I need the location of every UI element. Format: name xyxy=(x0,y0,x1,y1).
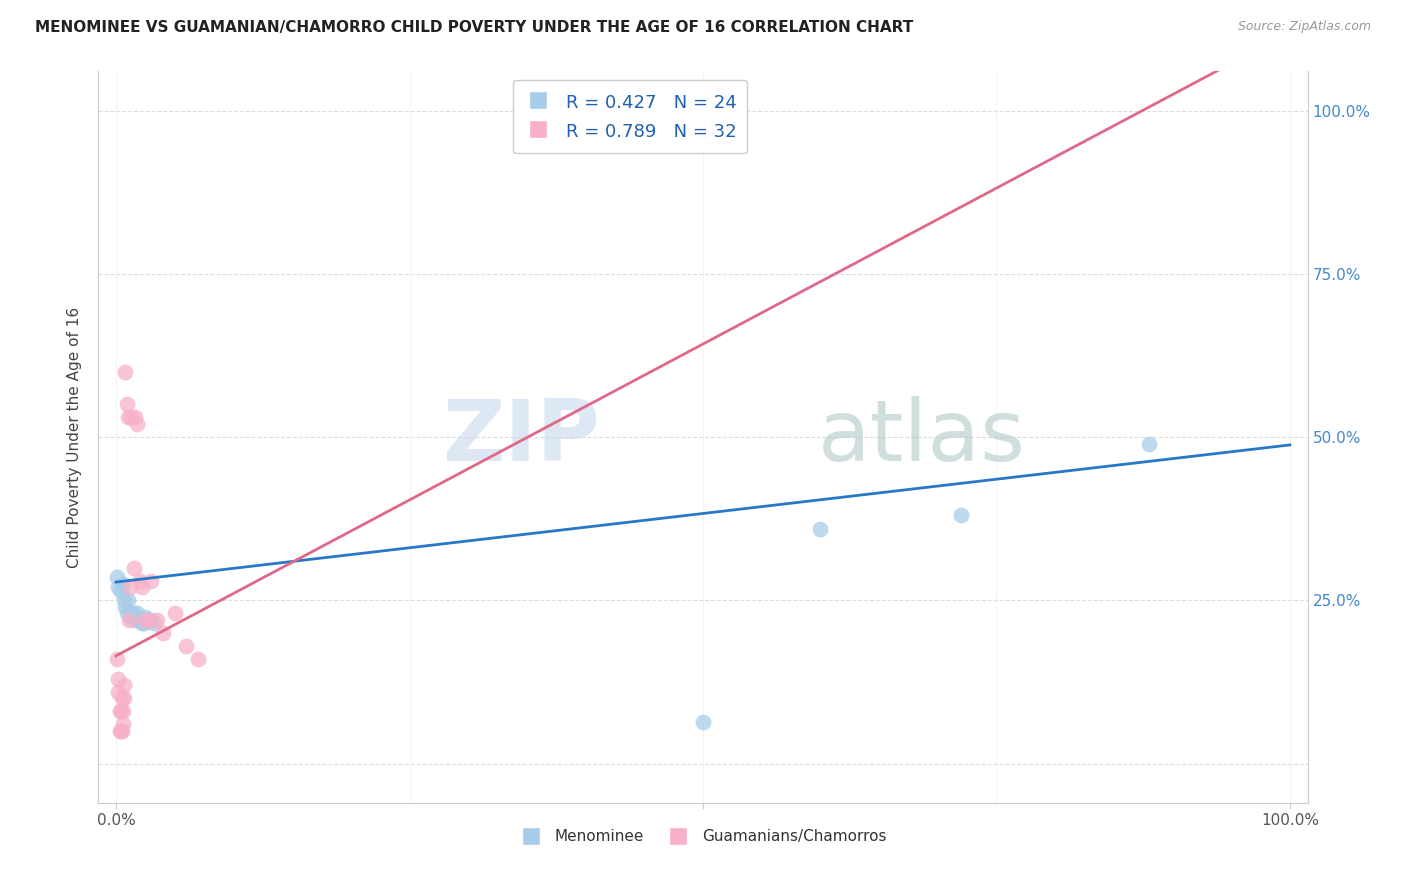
Point xyxy=(107,580,129,594)
Point xyxy=(120,607,142,621)
Point xyxy=(120,609,142,624)
Point xyxy=(128,574,150,588)
Text: Source: ZipAtlas.com: Source: ZipAtlas.com xyxy=(1237,20,1371,33)
Point xyxy=(120,410,142,425)
Legend: Menominee, Guamanians/Chamorros: Menominee, Guamanians/Chamorros xyxy=(513,822,893,850)
Point xyxy=(110,583,132,598)
Point xyxy=(114,365,136,379)
Text: ZIP: ZIP xyxy=(443,395,600,479)
Point xyxy=(1137,436,1160,450)
Point xyxy=(152,626,174,640)
Point xyxy=(131,616,153,631)
Point xyxy=(115,607,138,621)
Point xyxy=(808,521,831,535)
Point xyxy=(692,715,714,730)
Point xyxy=(105,570,128,584)
Point xyxy=(117,410,139,425)
Point xyxy=(138,613,160,627)
Point xyxy=(110,723,132,738)
Point xyxy=(122,607,145,621)
Point xyxy=(950,508,973,523)
Point xyxy=(141,613,163,627)
Point xyxy=(108,705,131,719)
Point xyxy=(124,410,146,425)
Point xyxy=(138,613,160,627)
Point xyxy=(111,723,134,738)
Point xyxy=(127,607,149,621)
Point xyxy=(120,580,142,594)
Text: MENOMINEE VS GUAMANIAN/CHAMORRO CHILD POVERTY UNDER THE AGE OF 16 CORRELATION CH: MENOMINEE VS GUAMANIAN/CHAMORRO CHILD PO… xyxy=(35,20,914,35)
Point xyxy=(163,607,186,621)
Point xyxy=(112,678,135,692)
Point xyxy=(142,616,165,631)
Point xyxy=(107,672,129,686)
Point xyxy=(146,613,169,627)
Point xyxy=(111,691,134,706)
Point xyxy=(131,580,153,594)
Point xyxy=(128,613,150,627)
Point xyxy=(108,723,131,738)
Y-axis label: Child Poverty Under the Age of 16: Child Poverty Under the Age of 16 xyxy=(67,307,83,567)
Point xyxy=(115,397,138,411)
Point xyxy=(105,652,128,666)
Point xyxy=(112,717,135,731)
Point xyxy=(127,417,149,431)
Point xyxy=(141,574,163,588)
Point xyxy=(112,593,135,607)
Point xyxy=(122,560,145,574)
Point xyxy=(134,609,156,624)
Point xyxy=(114,599,136,614)
Point xyxy=(134,616,156,631)
Point xyxy=(112,705,135,719)
Point xyxy=(112,577,135,591)
Point xyxy=(118,613,141,627)
Point xyxy=(124,613,146,627)
Point xyxy=(134,613,156,627)
Point xyxy=(187,652,209,666)
Point xyxy=(110,705,132,719)
Point xyxy=(176,639,198,653)
Text: atlas: atlas xyxy=(818,395,1026,479)
Point xyxy=(112,691,135,706)
Point xyxy=(107,685,129,699)
Point xyxy=(117,593,139,607)
